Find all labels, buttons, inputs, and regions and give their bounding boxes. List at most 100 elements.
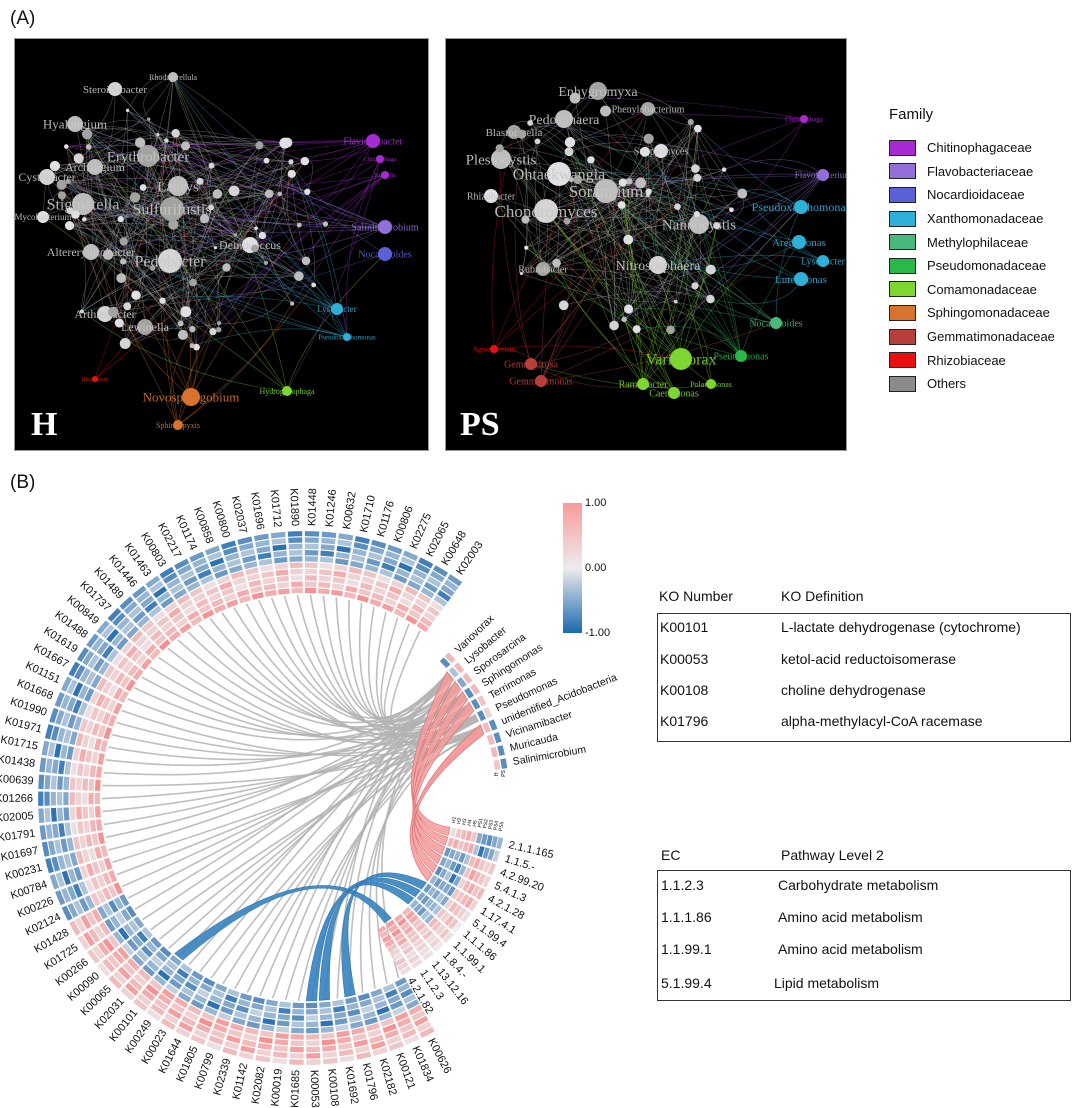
network-node: [694, 124, 702, 133]
network-edge: [185, 181, 201, 312]
network-edge: [499, 148, 676, 302]
legend-label: Xanthomonadaceae: [927, 211, 1044, 227]
ko-heat-cell: [68, 661, 81, 677]
ko-heat-cell: [69, 777, 76, 791]
ec-number: 1.1.2.3: [661, 877, 704, 893]
network-node: [770, 317, 782, 329]
ko-heat-cell: [144, 600, 158, 614]
ko-heat-cell: [289, 1046, 304, 1053]
ko-heat-cell: [111, 632, 124, 647]
ko-heat-cell: [335, 558, 349, 566]
ko-heat-cell: [122, 962, 136, 976]
ko-heat-cell: [249, 1008, 263, 1017]
network-edge: [253, 142, 285, 229]
network-edge: [74, 123, 386, 228]
ko-heat-cell: [318, 581, 331, 589]
network-edge: [690, 121, 732, 210]
ko-heat-cell: [84, 704, 94, 719]
network-edge: [545, 173, 824, 212]
network-edge: [740, 241, 800, 357]
genus-ko-link: [367, 606, 478, 739]
ko-heat-cell: [140, 639, 153, 652]
network-edge: [493, 150, 662, 350]
network-node-label: Polaromonas: [690, 380, 732, 389]
ko-heat-cell: [135, 634, 148, 648]
network-edge: [54, 165, 255, 249]
network-edge: [571, 179, 712, 270]
ko-heat-cell: [238, 595, 252, 604]
ko-heat-cell: [166, 577, 181, 590]
ko-heat-cell: [304, 550, 319, 556]
ec-sample-label: H2: [456, 817, 463, 824]
ec-heat-cell: [429, 937, 441, 949]
network-node: [180, 306, 192, 318]
network-edge: [185, 145, 292, 163]
ec-heat-cell: [403, 925, 414, 936]
ec-pathway: Lipid metabolism: [774, 975, 880, 991]
ko-heat-cell: [215, 1017, 230, 1028]
ko-heat-cell: [55, 710, 65, 725]
network-node: [114, 318, 124, 328]
ec-heat-cell: [391, 928, 402, 938]
network-edge: [212, 140, 374, 332]
network-node: [67, 116, 83, 132]
ko-heat-cell: [235, 1004, 249, 1014]
ko-heat-cell: [69, 731, 78, 745]
ko-heat-cell: [289, 556, 303, 562]
ko-heat-cell: [394, 1011, 409, 1022]
ec-heat-cell: [486, 834, 493, 847]
network-edge: [180, 161, 292, 324]
ko-heat-cell: [88, 928, 101, 943]
network-edge: [499, 148, 532, 365]
ko-heat-cell: [146, 1008, 162, 1022]
ec-number: 1.1.1.86: [661, 909, 712, 925]
ko-heat-cell: [107, 684, 118, 698]
ko-ec-link: [318, 881, 415, 1001]
ko-heat-cell: [388, 1041, 404, 1051]
ko-heat-cell: [350, 1020, 364, 1029]
ko-label: K01142: [230, 1062, 250, 1101]
ec-heat-cell: [402, 945, 414, 956]
ko-heat-cell: [60, 744, 68, 759]
ko-heat-cell: [394, 977, 408, 988]
ko-heat-cell: [214, 983, 228, 993]
ec-heat-cell: [443, 870, 453, 882]
ko-heat-cell: [419, 1026, 435, 1038]
network-edge: [500, 158, 743, 194]
network-edge: [191, 174, 386, 346]
network-node-label: Labrys: [157, 179, 199, 195]
ko-heat-cell: [44, 775, 51, 790]
ko-heat-cell: [126, 645, 138, 659]
network-node-label: Altererythrobacter: [47, 245, 136, 259]
network-node: [212, 189, 223, 199]
network-edge: [724, 159, 824, 176]
ko-heat-cell: [126, 938, 139, 952]
ec-heat-cell: [397, 917, 407, 927]
genus-ko-link: [245, 603, 459, 723]
network-edge: [166, 140, 292, 163]
genus-ko-link: [105, 677, 453, 839]
genus-heat-cell: [464, 687, 474, 699]
ko-heat-cell: [444, 579, 459, 592]
network-node: [57, 191, 66, 200]
network-node-label: Caenimonas: [649, 389, 699, 400]
ko-heat-cell: [54, 839, 62, 854]
ko-heat-cell: [291, 587, 303, 594]
ko-heat-cell: [104, 918, 116, 933]
legend-label: Gemmatimonadaceae: [927, 329, 1055, 345]
network-node: [304, 188, 311, 195]
ko-heat-cell: [371, 592, 385, 602]
ko-heat-cell: [90, 707, 100, 721]
network-node: [800, 115, 808, 123]
network-node: [129, 192, 141, 203]
ko-heat-cell: [206, 1000, 221, 1010]
network-edge: [644, 151, 802, 280]
ko-heat-cell: [158, 639, 171, 651]
network-edge: [642, 128, 699, 385]
ko-heat-cell: [108, 899, 119, 913]
ko-heat-cell: [77, 935, 90, 950]
genus-ko-link: [177, 639, 458, 728]
ko-heat-cell: [306, 1034, 320, 1040]
ec-heat-cell: [416, 942, 428, 953]
